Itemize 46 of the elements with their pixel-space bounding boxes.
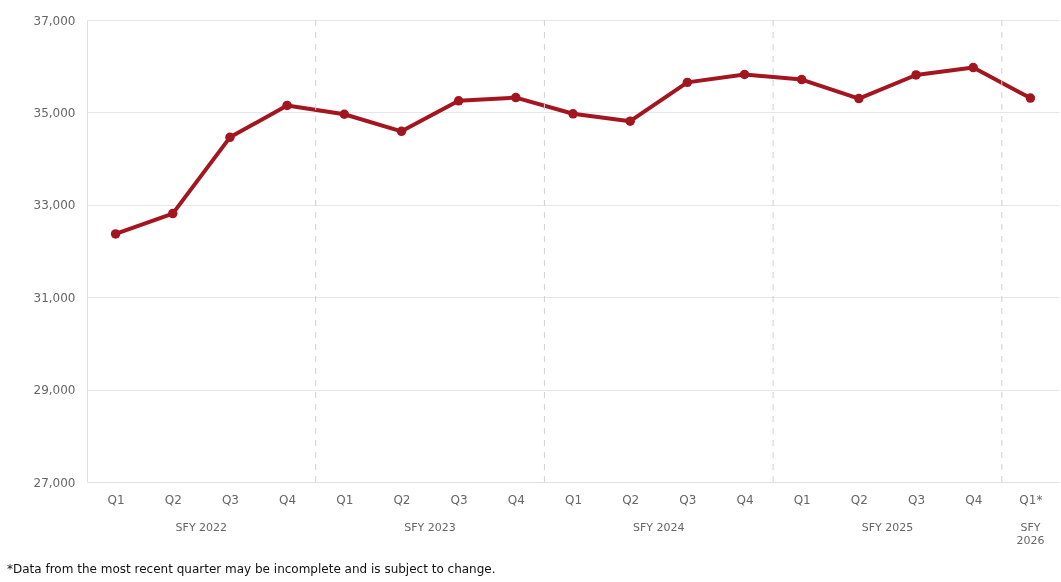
y-tick-label: 37,000 bbox=[33, 13, 76, 28]
y-tick-label: 31,000 bbox=[33, 290, 76, 305]
point bbox=[225, 132, 235, 143]
x-tick-label: Q3 bbox=[450, 492, 468, 507]
point bbox=[911, 70, 921, 80]
y-tick-label: 33,000 bbox=[33, 198, 76, 213]
y-tick-label: 35,000 bbox=[33, 105, 76, 120]
text: SFY 2024 bbox=[633, 521, 685, 534]
point bbox=[453, 96, 464, 106]
text: *Data from the most recent quarter may be incomplete and is subject to change. bbox=[7, 562, 496, 576]
point bbox=[110, 229, 121, 239]
point bbox=[796, 74, 807, 85]
x-tick-label: Q1 bbox=[564, 492, 583, 507]
point bbox=[625, 116, 635, 126]
point bbox=[511, 92, 521, 103]
text: SFY 2022 bbox=[175, 521, 228, 534]
point bbox=[396, 126, 407, 137]
x-tick-label: Q2 bbox=[622, 492, 640, 507]
point bbox=[739, 69, 750, 80]
x-tick-label: Q4 bbox=[736, 492, 754, 507]
text: SFY 2025 bbox=[861, 521, 914, 534]
x-tick-label: Q2 bbox=[850, 492, 868, 507]
x-tick-label: Q4 bbox=[279, 492, 297, 507]
x-tick-label: Q2 bbox=[393, 492, 411, 507]
x-tick-label: Q4 bbox=[965, 492, 983, 507]
y-tick-label: 27,000 bbox=[33, 475, 76, 490]
text: SFY 2026 bbox=[1016, 521, 1045, 547]
point bbox=[968, 62, 978, 73]
x-tick-label: Q3 bbox=[908, 492, 926, 507]
x-tick-label: Q1 bbox=[336, 492, 354, 507]
x-tick-label: Q1* bbox=[1019, 492, 1043, 507]
text: SFY 2023 bbox=[404, 521, 456, 534]
x-tick-label: Q3 bbox=[679, 492, 697, 507]
point bbox=[282, 100, 292, 111]
point bbox=[168, 208, 178, 219]
point bbox=[339, 109, 350, 119]
x-tick-label: Q4 bbox=[507, 492, 525, 507]
x-tick-label: Q1 bbox=[793, 492, 811, 507]
x-tick-label: Q3 bbox=[221, 492, 239, 507]
point bbox=[682, 77, 693, 88]
x-tick-label: Q2 bbox=[164, 492, 182, 507]
point bbox=[854, 93, 864, 104]
x-tick-label: Q1 bbox=[107, 492, 125, 507]
point bbox=[1025, 93, 1036, 103]
point bbox=[568, 109, 578, 119]
y-tick-label: 29,000 bbox=[33, 383, 76, 398]
